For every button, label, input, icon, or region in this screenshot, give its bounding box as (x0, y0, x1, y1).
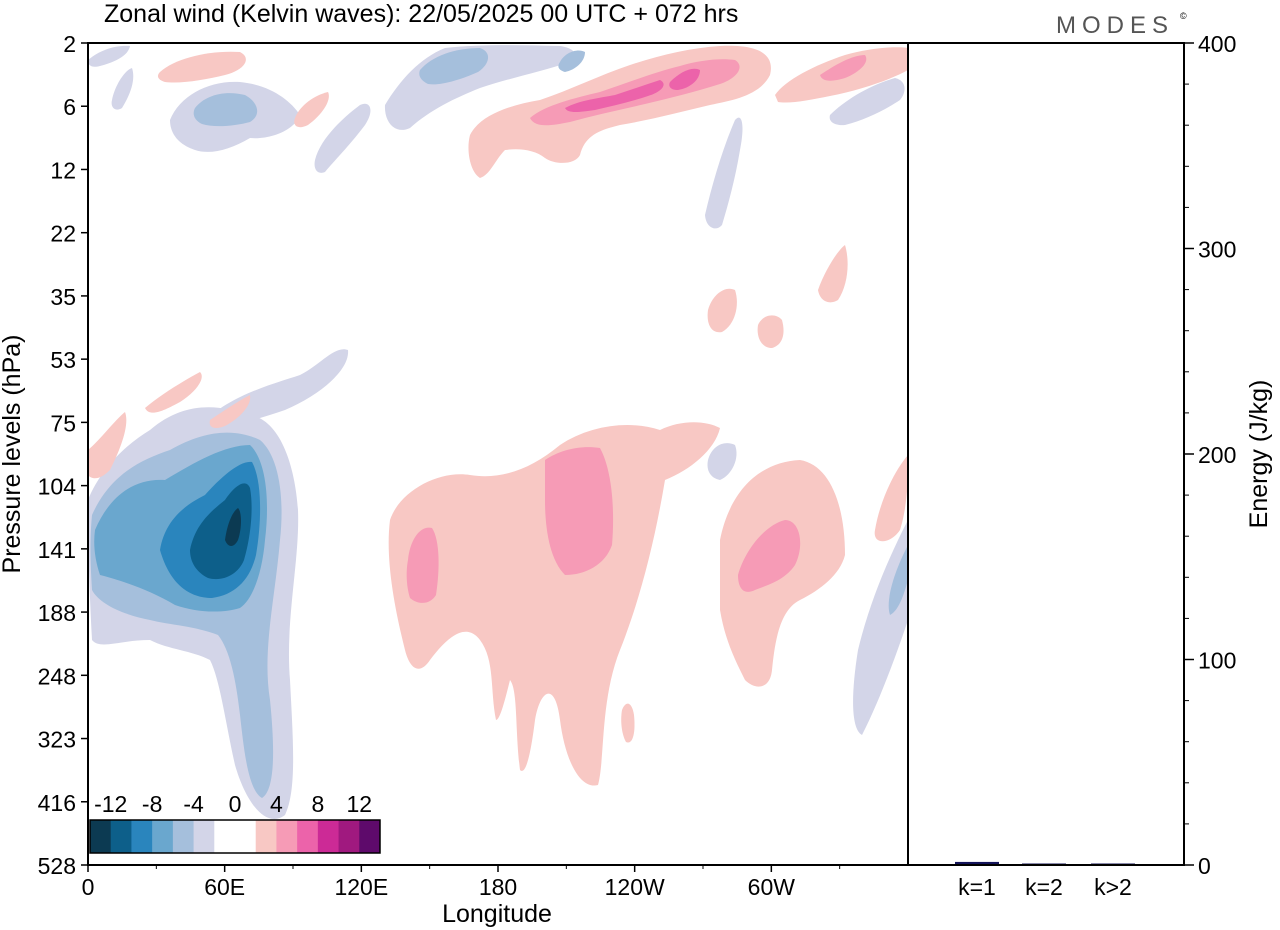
y-tick-label: 248 (38, 663, 76, 689)
colorbar-swatch (317, 820, 340, 853)
y-tick-label: 12 (50, 157, 76, 183)
neg-contour-top-center-small (558, 50, 585, 72)
x-axis-label: Longitude (442, 900, 552, 928)
brand-copyright-mark: © (1180, 11, 1187, 21)
colorbar-swatch (172, 820, 195, 853)
colorbar-swatch (255, 820, 277, 853)
neg-contour-minus10 (190, 483, 252, 580)
energy-category-label: k>2 (1094, 874, 1132, 900)
energy-category-label: k=2 (1025, 874, 1063, 900)
y-tick-label: 2 (63, 31, 76, 57)
pos-contour-small-mid (294, 92, 329, 128)
neg-contour-east-edge-inner (888, 545, 908, 615)
energy-tick-label: 300 (1198, 237, 1236, 263)
y-tick-label: 416 (38, 790, 76, 816)
neg-contour-east-edge (853, 520, 908, 735)
energy-plot-background (908, 43, 1184, 865)
y-tick-label: 528 (38, 853, 76, 879)
contour-fields (88, 45, 908, 819)
pos-contour-top-right-inner (820, 55, 867, 81)
y-tick-label: 35 (50, 284, 76, 310)
energy-tick-label: 400 (1198, 31, 1236, 57)
pressure-axis: 2 6 12 22 35 53 75 104 141 188 248 323 416 528 (38, 31, 88, 879)
y-tick-label: 141 (38, 537, 76, 563)
pos-contour-4-right (738, 520, 801, 592)
chart-title: Zonal wind (Kelvin waves): 22/05/2025 00… (104, 0, 738, 28)
y-tick-label: 6 (63, 94, 76, 120)
y-tick-label: 188 (38, 600, 76, 626)
y-tick-label: 53 (50, 347, 76, 373)
x-tick-label: 60W (748, 874, 796, 900)
colorbar-swatch (235, 820, 257, 853)
colorbar: -12 -8 -4 0 4 8 12 (89, 791, 381, 854)
colorbar-label: -12 (94, 791, 127, 817)
brand-logo: MODES (1056, 12, 1174, 39)
energy-panel: 0 100 200 300 400 k=1 k=2 k>2 Energy (J/kg) (907, 31, 1273, 900)
pos-contour-small-1 (621, 703, 635, 743)
x-tick-label: 120E (334, 874, 388, 900)
colorbar-swatch (338, 820, 360, 853)
pos-contour-top-band-6b (669, 68, 700, 90)
energy-category-label: k=1 (958, 874, 996, 900)
neg-contour-top-left-small (111, 68, 134, 110)
y-tick-label: 22 (50, 221, 76, 247)
x-tick-label: 180 (479, 874, 517, 900)
energy-tick-label: 200 (1198, 442, 1236, 468)
colorbar-label: -4 (183, 791, 204, 817)
pos-contour-upper-left-b (145, 372, 202, 413)
energy-axis-label: Energy (J/kg) (1245, 380, 1273, 529)
pos-contour-top-band-6 (565, 80, 664, 112)
colorbar-label: -8 (142, 791, 162, 817)
x-tick-label: 0 (82, 874, 95, 900)
colorbar-swatch (110, 820, 132, 853)
colorbar-label: 0 (229, 791, 242, 817)
neg-contour-right-blob (707, 443, 737, 480)
colorbar-label: 8 (311, 791, 324, 817)
colorbar-frame (89, 819, 381, 854)
pos-contour-upper-left (88, 412, 127, 479)
pos-contour-4-center (545, 447, 614, 575)
pos-contour-east-edge (874, 455, 908, 542)
colorbar-swatch (131, 820, 153, 853)
y-axis-label: Pressure levels (hPa) (0, 335, 26, 574)
longitude-axis: 0 60E 120E 180 120W 60W (82, 865, 841, 900)
energy-tick-label: 0 (1198, 853, 1211, 879)
colorbar-swatch (193, 820, 215, 853)
energy-bar (955, 861, 999, 865)
pos-contour-mid-right-a (707, 288, 737, 333)
energy-tick-label: 100 (1198, 648, 1236, 674)
energy-axis: 0 100 200 300 400 (1184, 31, 1236, 879)
colorbar-swatch (276, 820, 298, 853)
pos-contour-upper-left-c (209, 395, 251, 428)
pos-contour-mid-right-b (757, 315, 784, 348)
y-tick-label: 104 (38, 474, 77, 500)
neg-contour-top-center-inner (419, 48, 489, 85)
neg-contour-right-streak (705, 117, 743, 229)
y-tick-label: 75 (50, 410, 76, 436)
pos-contour-4-left (406, 527, 439, 603)
contour-panel: 2 6 12 22 35 53 75 104 141 188 248 323 416 528 0 60E 12… (0, 31, 909, 928)
colorbar-label: 4 (270, 791, 283, 817)
pos-contour-top-left (157, 51, 246, 83)
y-tick-label: 323 (38, 727, 76, 753)
colorbar-swatch (359, 820, 381, 853)
x-tick-label: 120W (605, 874, 665, 900)
colorbar-label: 12 (346, 791, 372, 817)
neg-contour-top-right (829, 78, 905, 126)
neg-contour-center-streak (314, 103, 371, 173)
colorbar-swatch (214, 820, 236, 853)
neg-contour-minus12 (225, 508, 241, 546)
pos-contour-2-left (388, 422, 720, 786)
colorbar-swatch (297, 820, 319, 853)
neg-contour-top-left-inner (193, 93, 258, 127)
colorbar-swatch (152, 820, 174, 853)
x-tick-label: 60E (204, 874, 245, 900)
pos-contour-mid-right-c (818, 245, 848, 303)
neg-contour-top-left-edge (88, 45, 130, 67)
wavenumber-axis: k=1 k=2 k>2 (958, 874, 1132, 900)
colorbar-swatch (90, 820, 112, 853)
